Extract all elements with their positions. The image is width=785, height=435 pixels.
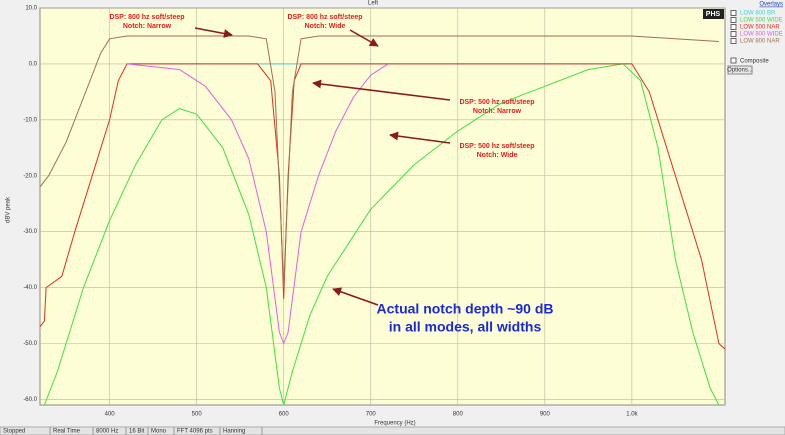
annotation: DSP: 500 hz soft/steep bbox=[459, 143, 534, 150]
chart-title: Left bbox=[368, 1, 378, 7]
composite-label: Composite bbox=[740, 59, 769, 65]
legend-label: LOW 800 NAR bbox=[740, 39, 780, 45]
series-line bbox=[43, 63, 720, 406]
series-line bbox=[39, 63, 726, 350]
x-axis-label: Frequency (Hz) bbox=[374, 421, 415, 427]
y-tick-label: -20.0 bbox=[23, 173, 37, 179]
y-tick-label: -10.0 bbox=[23, 117, 37, 123]
y-tick-label: 10.0 bbox=[25, 6, 37, 12]
legend-checkbox[interactable] bbox=[730, 10, 737, 16]
arrow bbox=[349, 29, 379, 47]
y-tick-label: -40.0 bbox=[23, 285, 37, 291]
y-axis-label: dBV peak bbox=[6, 196, 12, 223]
annotation: Notch: Narrow bbox=[473, 108, 522, 115]
x-tick-label: 700 bbox=[366, 412, 377, 418]
status-text: 8000 Hz bbox=[96, 429, 118, 435]
status-bar bbox=[0, 426, 785, 435]
annotation: Notch: Wide bbox=[477, 152, 518, 159]
status-text: 16 Bit bbox=[129, 429, 145, 435]
y-tick-label: 0.0 bbox=[29, 61, 38, 67]
arrow bbox=[312, 79, 451, 101]
legend-label: LOW 500 NAR bbox=[740, 25, 780, 31]
annotation: Notch: Narrow bbox=[123, 23, 172, 30]
y-tick-label: -60.0 bbox=[23, 397, 37, 403]
annotation: DSP: 800 hz soft/steep bbox=[109, 14, 184, 21]
y-tick-label: -30.0 bbox=[23, 229, 37, 235]
logo: PHS bbox=[706, 11, 721, 18]
x-tick-label: 800 bbox=[453, 412, 464, 418]
x-tick-label: 900 bbox=[540, 412, 551, 418]
y-tick-label: -50.0 bbox=[23, 341, 37, 347]
legend-checkbox[interactable] bbox=[730, 24, 737, 30]
legend-checkbox[interactable] bbox=[730, 31, 737, 37]
status-text: Stopped bbox=[3, 429, 25, 435]
annotation: DSP: 800 hz soft/steep bbox=[287, 14, 362, 21]
x-tick-label: 600 bbox=[279, 412, 290, 418]
annotation: Actual notch depth ~90 dB bbox=[377, 301, 554, 317]
overlays-link[interactable]: Overlays bbox=[759, 2, 783, 8]
logo-box bbox=[703, 9, 724, 19]
legend-checkbox[interactable] bbox=[730, 17, 737, 23]
status-text: Real Time bbox=[53, 429, 81, 435]
status-text: Mono bbox=[151, 429, 167, 435]
annotation: DSP: 500 hz soft/steep bbox=[459, 99, 534, 106]
legend-checkbox[interactable] bbox=[730, 38, 737, 44]
options-label: Options... bbox=[727, 68, 753, 74]
series-line bbox=[126, 63, 389, 345]
plot-area bbox=[39, 7, 726, 406]
status-text: Hanning bbox=[223, 429, 245, 435]
annotation: Notch: Wide bbox=[305, 23, 346, 30]
legend-label: LOW 500 WIDE bbox=[740, 18, 783, 24]
annotation: in all modes, all widths bbox=[389, 319, 542, 335]
options-button[interactable] bbox=[727, 65, 753, 75]
checkbox[interactable] bbox=[730, 57, 737, 64]
status-text: FFT 4096 pts bbox=[177, 429, 213, 435]
x-tick-label: 400 bbox=[105, 412, 116, 418]
legend-label: LOW 800 BR bbox=[740, 11, 776, 17]
arrow bbox=[389, 131, 451, 144]
arrow bbox=[332, 287, 379, 306]
series-line bbox=[39, 35, 719, 288]
x-tick-label: 500 bbox=[192, 412, 203, 418]
x-tick-label: 1.0k bbox=[626, 412, 638, 418]
arrow bbox=[194, 27, 233, 38]
legend-label: LOW 800 WIDE bbox=[740, 32, 783, 38]
